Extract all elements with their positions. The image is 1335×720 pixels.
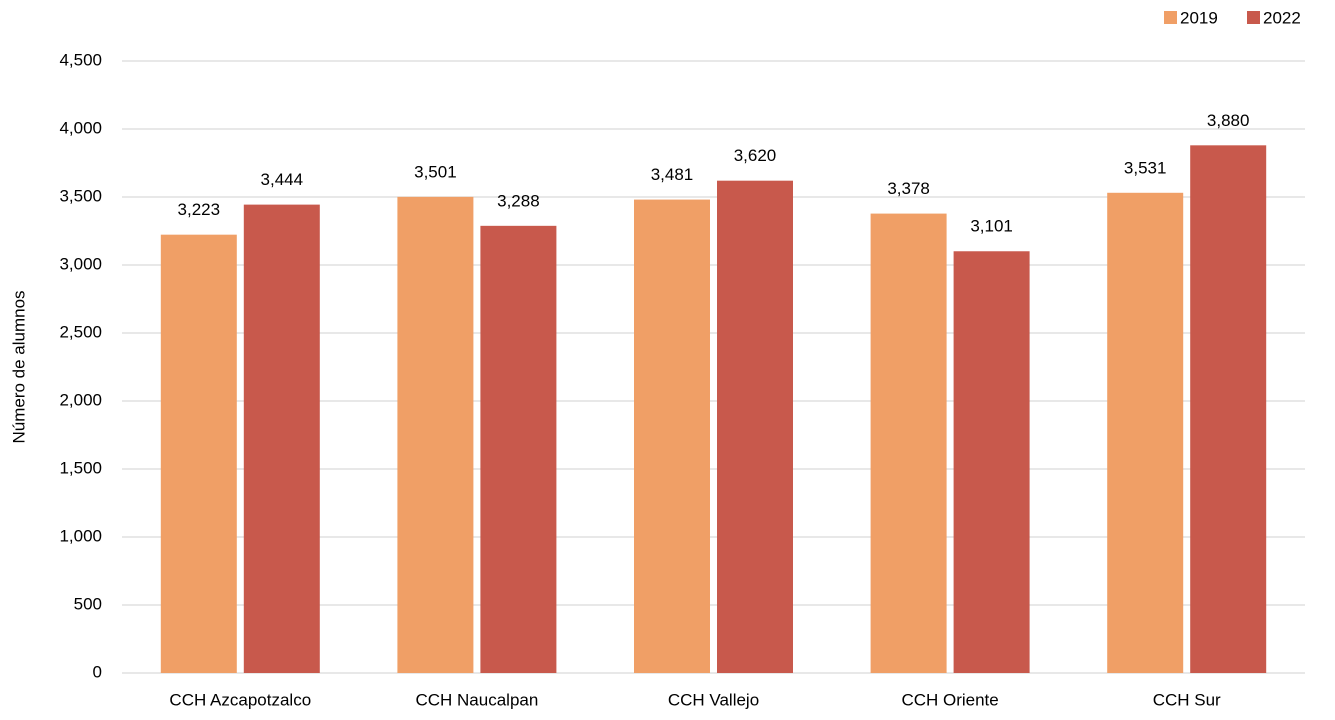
bar [480,225,557,673]
y-tick-label: 4,500 [59,50,102,69]
bar [397,196,474,673]
y-tick-label: 1,000 [59,526,102,545]
y-tick-label: 1,500 [59,458,102,477]
x-tick-label: CCH Naucalpan [415,690,538,709]
bar [1190,145,1267,673]
value-label: 3,101 [970,217,1013,236]
bar [160,234,237,673]
bar [717,180,793,673]
bar [953,251,1030,673]
y-tick-label: 0 [93,662,102,681]
value-label: 3,481 [651,165,694,184]
y-tick-label: 4,000 [59,118,102,137]
y-tick-label: 500 [74,594,102,613]
bar [1107,192,1184,673]
x-tick-label: CCH Azcapotzalco [169,690,311,709]
bar [634,199,710,674]
legend-swatch [1247,11,1260,24]
y-tick-label: 3,500 [59,186,102,205]
x-tick-label: CCH Vallejo [668,690,759,709]
bar [870,213,947,674]
value-label: 3,880 [1207,111,1250,130]
legend-label: 2022 [1263,8,1301,27]
y-tick-label: 3,000 [59,254,102,273]
value-label: 3,288 [497,191,540,210]
y-axis-title: Número de alumnos [9,290,28,443]
value-label: 3,501 [414,162,457,181]
value-label: 3,223 [178,200,221,219]
y-tick-label: 2,500 [59,322,102,341]
x-tick-label: CCH Sur [1153,690,1221,709]
value-label: 3,620 [734,146,777,165]
value-label: 3,378 [887,179,930,198]
legend-swatch [1164,11,1177,24]
value-label: 3,444 [261,170,304,189]
bar [243,204,320,673]
y-tick-label: 2,000 [59,390,102,409]
value-label: 3,531 [1124,158,1167,177]
x-tick-label: CCH Oriente [901,690,998,709]
legend-label: 2019 [1180,8,1218,27]
